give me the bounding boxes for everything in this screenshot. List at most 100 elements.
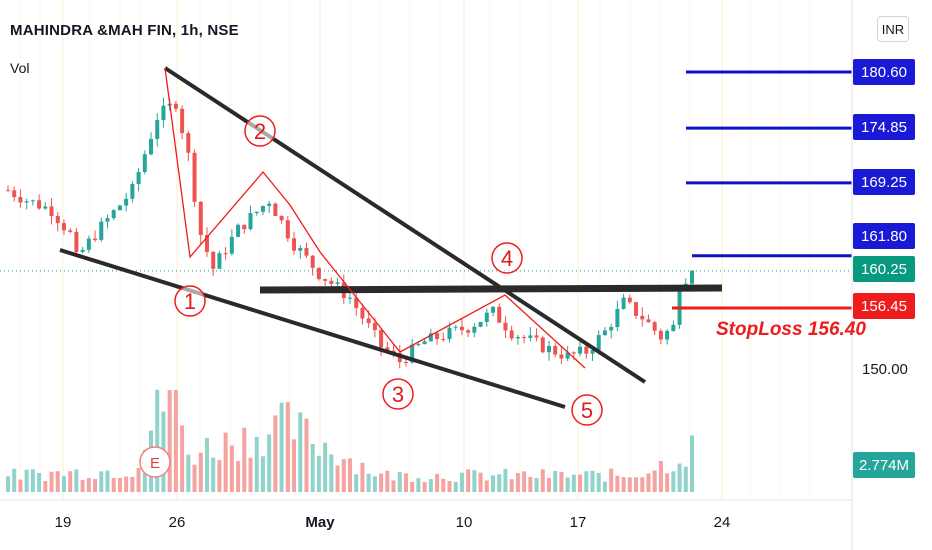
volume-bar: [285, 402, 290, 492]
volume-bar: [236, 461, 241, 492]
candle-body: [329, 280, 334, 284]
candle-body: [609, 327, 614, 331]
volume-bar: [304, 418, 309, 492]
volume-bar: [484, 480, 489, 492]
volume-bar: [124, 476, 129, 492]
volume-bar: [93, 479, 98, 492]
candle-body: [229, 236, 234, 254]
candle-body: [217, 253, 222, 269]
earnings-marker[interactable]: E: [139, 446, 171, 478]
wave-circle: [382, 378, 414, 410]
candle-body: [690, 270, 694, 284]
volume-bar: [491, 475, 496, 492]
volume-bar: [528, 476, 533, 492]
candle-body: [497, 306, 502, 323]
candle-body: [441, 339, 446, 341]
candle-body: [12, 190, 17, 197]
volume-bar: [621, 477, 626, 492]
stoploss-annotation: StopLoss 156.40: [716, 319, 866, 340]
candle-body: [155, 120, 160, 139]
stoploss-tag: 156.45: [853, 293, 915, 319]
wave-circle: [174, 285, 206, 317]
target-tag-4: 161.80: [853, 223, 915, 249]
candle-body: [74, 231, 79, 252]
volume-bar: [167, 390, 172, 492]
volume-bar: [453, 481, 458, 492]
volume-bar: [578, 474, 583, 492]
candle-body: [99, 221, 104, 240]
candle-body: [528, 335, 533, 338]
time-tick-24: 24: [713, 514, 731, 531]
volume-bar: [466, 469, 471, 492]
candle-body: [602, 330, 607, 336]
volume-indicator-label[interactable]: Vol: [10, 60, 30, 76]
volume-bar: [310, 444, 315, 492]
volume-bar: [379, 473, 384, 492]
candles: [6, 97, 694, 369]
candle-body: [646, 319, 651, 323]
candle-body: [186, 133, 191, 153]
volume-bar: [155, 389, 160, 492]
candle-body: [285, 220, 290, 239]
candle-body: [503, 322, 508, 331]
target-tag-1: 180.60: [853, 59, 915, 85]
volume-bar: [459, 472, 464, 492]
candle-body: [223, 253, 228, 255]
candle-body: [540, 337, 545, 353]
earnings-letter: E: [150, 455, 160, 472]
wave-number: 4: [501, 246, 513, 271]
candle-body: [49, 206, 54, 216]
candle-body: [559, 354, 564, 359]
wave-number: 5: [581, 398, 593, 423]
wave-number: 3: [392, 382, 404, 407]
candle-body: [198, 201, 203, 236]
volume-bar: [186, 454, 191, 492]
wave-label-4: 4: [491, 242, 523, 274]
volume-bar: [298, 412, 303, 492]
candle-body: [584, 346, 589, 354]
volume-bar: [385, 470, 390, 492]
volume-bar: [497, 474, 502, 492]
volume-bar: [509, 479, 514, 492]
volume-bar: [472, 470, 477, 492]
currency-button[interactable]: INR: [877, 16, 909, 42]
candle-body: [68, 230, 73, 232]
volume-bar: [602, 481, 607, 492]
candle-body: [596, 335, 601, 351]
volume-bar: [503, 469, 508, 492]
candle-body: [453, 326, 458, 328]
volume-bar: [640, 477, 645, 492]
volume-bar: [416, 478, 421, 492]
volume-bar: [173, 389, 178, 492]
volume-bar: [435, 473, 440, 492]
candle-body: [553, 345, 558, 355]
candle-body: [459, 326, 464, 331]
volume-bar: [658, 460, 663, 492]
volume-bar: [428, 479, 433, 492]
volume-bar: [397, 472, 402, 492]
candle-body: [80, 249, 85, 252]
candle-body: [292, 238, 297, 251]
volume-bar: [30, 469, 35, 492]
volume-bar: [690, 435, 694, 492]
volume-bar: [12, 468, 17, 492]
volume-bar: [329, 454, 334, 492]
candle-body: [578, 346, 583, 354]
volume-bar: [366, 473, 371, 492]
volume-bar: [192, 464, 197, 492]
horizontal-resistance-line: [259, 284, 723, 294]
candle-body: [136, 171, 141, 185]
volume-bar: [292, 439, 297, 492]
candle-body: [310, 255, 315, 268]
candle-body: [24, 201, 29, 203]
candle-body: [571, 352, 576, 354]
volume-bar: [540, 469, 545, 492]
candle-body: [491, 306, 496, 313]
candle-body: [478, 322, 483, 327]
candle-body: [37, 200, 42, 209]
volume-bar: [665, 473, 670, 492]
volume-bar: [553, 470, 558, 492]
wave-circle: [571, 394, 603, 426]
earnings-circle: [139, 446, 171, 478]
